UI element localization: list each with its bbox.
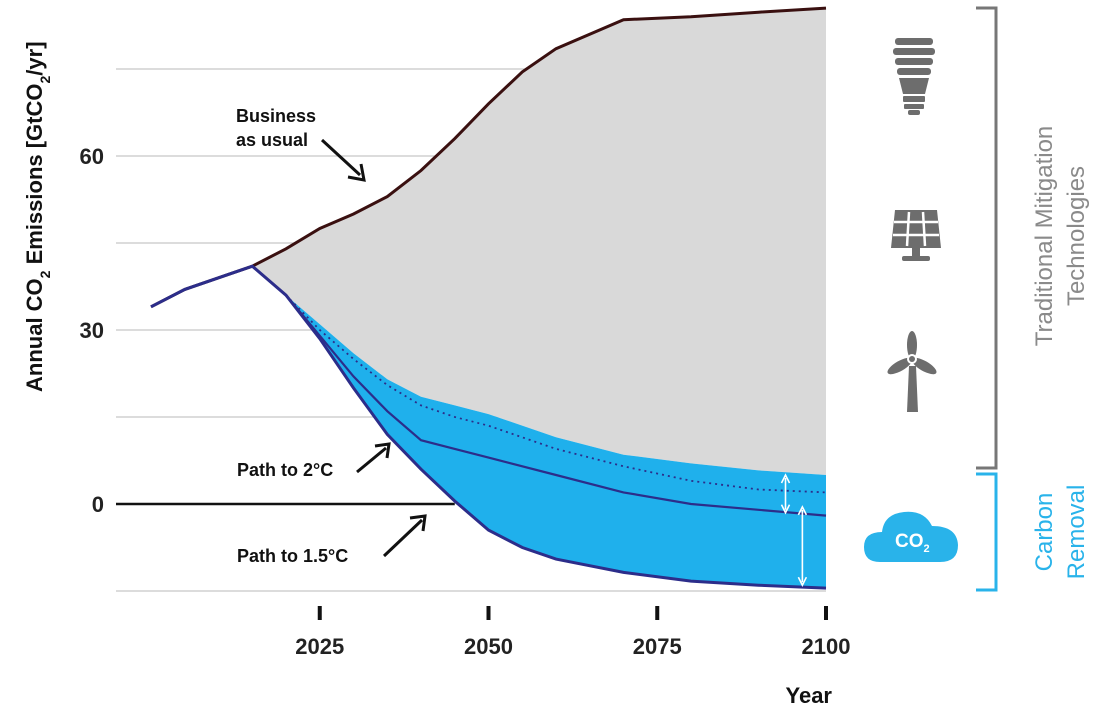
series-line-path-1-5c <box>150 264 827 590</box>
annotation-arrows <box>320 138 427 558</box>
y-tick-label: 60 <box>80 144 104 169</box>
x-tick-label: 2100 <box>802 634 851 659</box>
x-tick-label: 2025 <box>295 634 344 659</box>
mitigation-label-line2: Technologies <box>1063 166 1090 306</box>
annotation-business-as-usual: Business <box>236 106 316 126</box>
x-tick-label: 2075 <box>633 634 682 659</box>
annotation-path-2c: Path to 2°C <box>237 460 333 480</box>
gap-arrow-1-5c <box>797 505 808 587</box>
arrowhead-path-2c <box>374 442 391 459</box>
mitigation-bracket <box>976 6 998 470</box>
mitigation-label: Traditional Mitigation Technologies <box>1031 126 1090 347</box>
y-tick-label: 0 <box>92 492 104 517</box>
removal-gap-arrows <box>780 473 808 587</box>
solar-panel-icon <box>891 210 941 261</box>
arrowhead-business-as-usual <box>347 163 366 182</box>
co2-text: CO <box>895 531 924 552</box>
carbon-removal-area <box>286 295 826 589</box>
axis-ticks: 2025 2050 2075 2100 0 30 60 <box>80 144 851 659</box>
carbon-removal-bracket <box>976 472 998 592</box>
wind-turbine-icon <box>887 331 937 412</box>
mitigation-label-line1: Traditional Mitigation <box>1031 126 1058 347</box>
arrowhead-path-1-5c <box>409 514 427 532</box>
mitigation-area <box>151 8 826 475</box>
annotation-path-1-5c: Path to 1.5°C <box>237 546 348 566</box>
annotation-business-as-usual-line2: as usual <box>236 130 308 150</box>
arrow-path-1-5c <box>382 518 424 558</box>
co2-cloud-icon: CO2 <box>864 511 958 562</box>
x-tick-label: 2050 <box>464 634 513 659</box>
arrow-business-as-usual <box>320 138 362 177</box>
gap-arrow-2c <box>780 473 791 515</box>
carbon-removal-label-line2: Removal <box>1063 485 1090 580</box>
series-line-dotted <box>285 294 827 494</box>
y-tick-label: 30 <box>80 318 104 343</box>
co2-subscript: 2 <box>924 543 930 555</box>
arrow-path-2c <box>356 446 387 474</box>
svg-text:CO2: CO2 <box>895 531 930 555</box>
series-line-path-2c <box>251 265 827 517</box>
carbon-removal-label: Carbon Removal <box>1031 485 1090 580</box>
y-axis-title: Annual CO2 Emissions [GtCO2/yr] <box>22 41 53 392</box>
x-axis-title: Year <box>786 683 833 708</box>
light-bulb-icon <box>893 38 935 115</box>
carbon-removal-label-line1: Carbon <box>1031 493 1058 572</box>
